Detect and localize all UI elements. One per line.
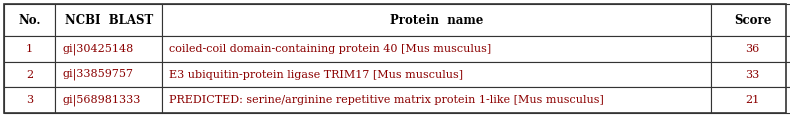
Bar [55,36,162,62]
Text: PREDICTED: serine/arginine repetitive matrix protein 1-like [Mus musculus]: PREDICTED: serine/arginine repetitive ma… [169,95,604,105]
Text: gi|30425148: gi|30425148 [62,43,134,55]
Bar [4,62,55,87]
Bar [55,62,162,87]
Bar [4,4,55,36]
Text: Score: Score [734,14,771,27]
Bar [55,4,162,36]
Text: NCBI  BLAST: NCBI BLAST [65,14,152,27]
Bar [55,87,162,113]
Text: gi|568981333: gi|568981333 [62,94,141,106]
Bar [162,62,711,87]
Bar [4,36,55,62]
Bar [711,62,790,87]
Text: 21: 21 [746,95,760,105]
Text: No.: No. [18,14,41,27]
Bar [162,87,711,113]
Bar [162,4,711,36]
Bar [711,36,790,62]
Text: 36: 36 [746,44,760,54]
Text: 2: 2 [26,70,33,80]
Text: 3: 3 [26,95,33,105]
Bar [711,4,790,36]
Text: 1: 1 [26,44,33,54]
Bar [711,87,790,113]
Text: E3 ubiquitin-protein ligase TRIM17 [Mus musculus]: E3 ubiquitin-protein ligase TRIM17 [Mus … [169,70,463,80]
Text: 33: 33 [746,70,760,80]
Text: gi|33859757: gi|33859757 [62,69,134,80]
Bar [162,36,711,62]
Text: coiled-coil domain-containing protein 40 [Mus musculus]: coiled-coil domain-containing protein 40… [169,44,491,54]
Bar [4,87,55,113]
Text: Protein  name: Protein name [389,14,483,27]
